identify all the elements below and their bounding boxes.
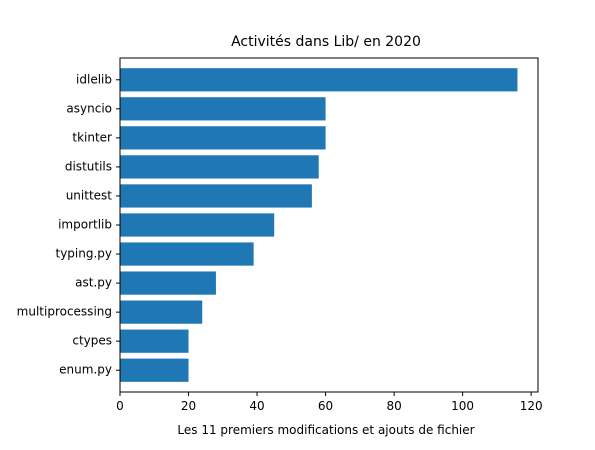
chart-title: Activités dans Lib/ en 2020 (231, 34, 421, 50)
y-axis-ticks: idlelib asyncio tkinter distutils unittest im… (17, 72, 120, 377)
y-tick-label: asyncio (66, 101, 112, 115)
y-tick-label: distutils (65, 159, 112, 173)
bar-tkinter (120, 126, 326, 150)
y-tick-label: unittest (66, 188, 113, 202)
x-tick-label: 40 (249, 399, 264, 413)
x-axis-ticks: 0 20 40 60 80 100 120 (116, 392, 543, 413)
bar-multiprocessing (120, 300, 203, 324)
y-tick-label: multiprocessing (17, 305, 112, 319)
y-tick-label: importlib (58, 218, 112, 232)
x-tick-label: 20 (181, 399, 196, 413)
bar-enum-py (120, 358, 189, 382)
bar-typing-py (120, 242, 254, 266)
bars (120, 68, 518, 382)
x-tick-label: 100 (451, 399, 474, 413)
x-tick-label: 0 (116, 399, 124, 413)
bar-ctypes (120, 329, 189, 353)
bar-importlib (120, 213, 275, 237)
x-axis-label: Les 11 premiers modifications et ajouts … (177, 423, 474, 437)
y-tick-label: tkinter (72, 130, 112, 144)
bar-distutils (120, 155, 319, 179)
bar-asyncio (120, 97, 326, 121)
y-tick-label: typing.py (55, 247, 112, 261)
x-tick-label: 80 (386, 399, 401, 413)
y-tick-label: ctypes (72, 334, 112, 348)
bar-idlelib (120, 68, 518, 92)
bar-ast-py (120, 271, 216, 295)
y-tick-label: enum.py (59, 363, 112, 377)
x-tick-label: 60 (318, 399, 333, 413)
plot-frame (119, 57, 539, 393)
y-tick-label: idlelib (76, 72, 112, 86)
x-tick-label: 120 (520, 399, 543, 413)
bar-unittest (120, 184, 312, 208)
y-tick-label: ast.py (75, 276, 112, 290)
